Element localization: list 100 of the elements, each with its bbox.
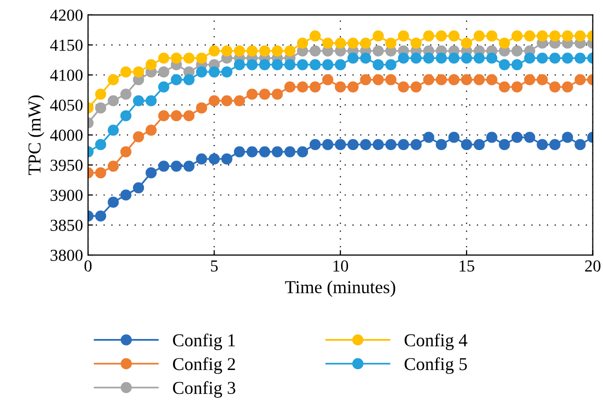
point — [498, 38, 510, 49]
y-tick-label: 3850 — [50, 220, 83, 231]
point — [372, 30, 384, 42]
legend-label: Config 5 — [404, 357, 467, 374]
point — [183, 74, 195, 86]
point — [296, 146, 308, 158]
point — [272, 88, 283, 100]
point — [574, 74, 586, 86]
point — [536, 30, 548, 42]
point — [272, 59, 283, 70]
point — [398, 139, 410, 150]
point — [574, 139, 586, 150]
point — [95, 167, 106, 178]
point — [158, 81, 170, 92]
point — [511, 132, 523, 143]
point — [385, 74, 396, 86]
point — [461, 74, 472, 86]
point — [208, 95, 220, 106]
point — [436, 52, 447, 64]
point — [158, 110, 170, 122]
point — [498, 81, 510, 92]
point — [170, 110, 182, 122]
point — [360, 74, 372, 86]
point — [511, 59, 523, 70]
legend-label: Config 2 — [173, 357, 235, 374]
x-tick-label: 0 — [84, 260, 92, 272]
y-tick-label: 3950 — [50, 160, 83, 171]
point — [158, 160, 170, 172]
point — [234, 146, 246, 158]
point — [410, 139, 422, 150]
point — [221, 95, 232, 106]
point — [146, 59, 157, 70]
legend-label: Config 1 — [173, 333, 235, 350]
point — [183, 110, 195, 122]
point — [436, 74, 447, 86]
point — [423, 132, 434, 143]
point — [158, 66, 170, 78]
point — [511, 81, 523, 92]
point — [284, 81, 296, 92]
point — [196, 153, 208, 165]
point — [296, 81, 308, 92]
point — [360, 52, 372, 64]
point — [498, 59, 510, 70]
y-tick-label: 3800 — [50, 250, 83, 261]
point — [132, 95, 144, 106]
point — [170, 160, 182, 172]
point — [549, 52, 560, 64]
point — [120, 88, 132, 100]
point — [108, 196, 119, 208]
point — [108, 160, 119, 172]
y-tick-label: 4150 — [50, 40, 83, 51]
point — [208, 66, 220, 78]
point — [132, 66, 144, 78]
point — [246, 45, 258, 56]
point — [132, 131, 144, 142]
point — [536, 139, 548, 150]
point — [322, 38, 334, 49]
point — [221, 45, 232, 56]
point — [385, 139, 396, 150]
point — [486, 52, 498, 64]
point — [221, 153, 232, 165]
point — [372, 45, 384, 56]
y-tick-label: 4100 — [50, 70, 83, 81]
point — [221, 66, 232, 78]
point — [322, 74, 334, 86]
point — [208, 153, 220, 165]
y-tick-label: 4000 — [50, 130, 83, 141]
point — [310, 45, 321, 56]
point — [360, 38, 372, 49]
point — [410, 52, 422, 64]
point — [410, 38, 422, 49]
point — [372, 139, 384, 150]
point — [372, 59, 384, 70]
point — [549, 139, 560, 150]
point — [448, 74, 460, 86]
y-tick-label: 3900 — [50, 190, 83, 201]
point — [524, 30, 536, 42]
point — [120, 110, 132, 122]
point — [486, 132, 498, 143]
x-tick-label: 10 — [334, 260, 348, 272]
x-tick-label: 5 — [211, 260, 218, 272]
point — [398, 81, 410, 92]
x-axis-title: Time (minutes) — [285, 280, 396, 297]
point — [259, 45, 270, 56]
point — [310, 30, 321, 42]
point — [296, 38, 308, 49]
point — [108, 124, 119, 136]
point — [132, 182, 144, 194]
point — [322, 139, 334, 150]
point — [146, 124, 157, 136]
point — [334, 59, 346, 70]
point — [108, 74, 119, 86]
point — [474, 74, 485, 86]
point — [398, 52, 410, 64]
point — [511, 30, 523, 42]
point — [170, 74, 182, 86]
point — [385, 38, 396, 49]
point — [436, 30, 447, 42]
point — [120, 146, 132, 158]
point — [95, 210, 106, 222]
